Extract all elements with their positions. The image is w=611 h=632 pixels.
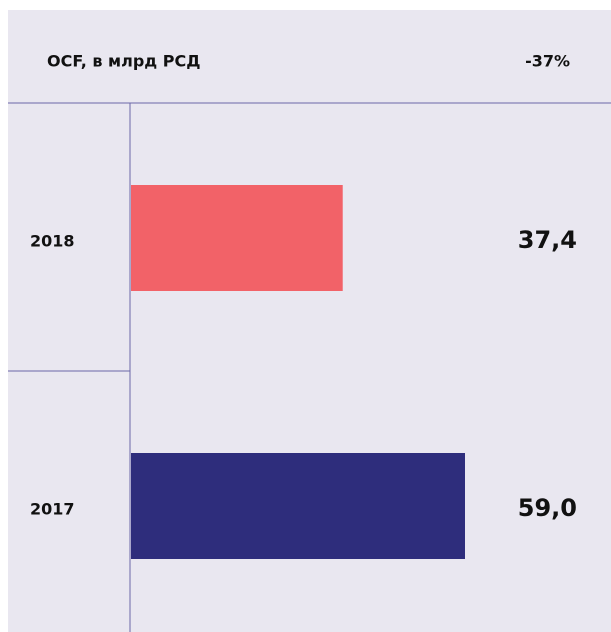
- chart-title: OCF, в млрд РСД: [47, 52, 201, 71]
- category-label: 2018: [30, 232, 75, 251]
- value-label: 37,4: [518, 226, 577, 254]
- bar: [131, 453, 465, 559]
- bar: [131, 185, 343, 291]
- category-label: 2017: [30, 500, 75, 519]
- value-label: 59,0: [518, 494, 577, 522]
- change-annotation: -37%: [525, 52, 570, 71]
